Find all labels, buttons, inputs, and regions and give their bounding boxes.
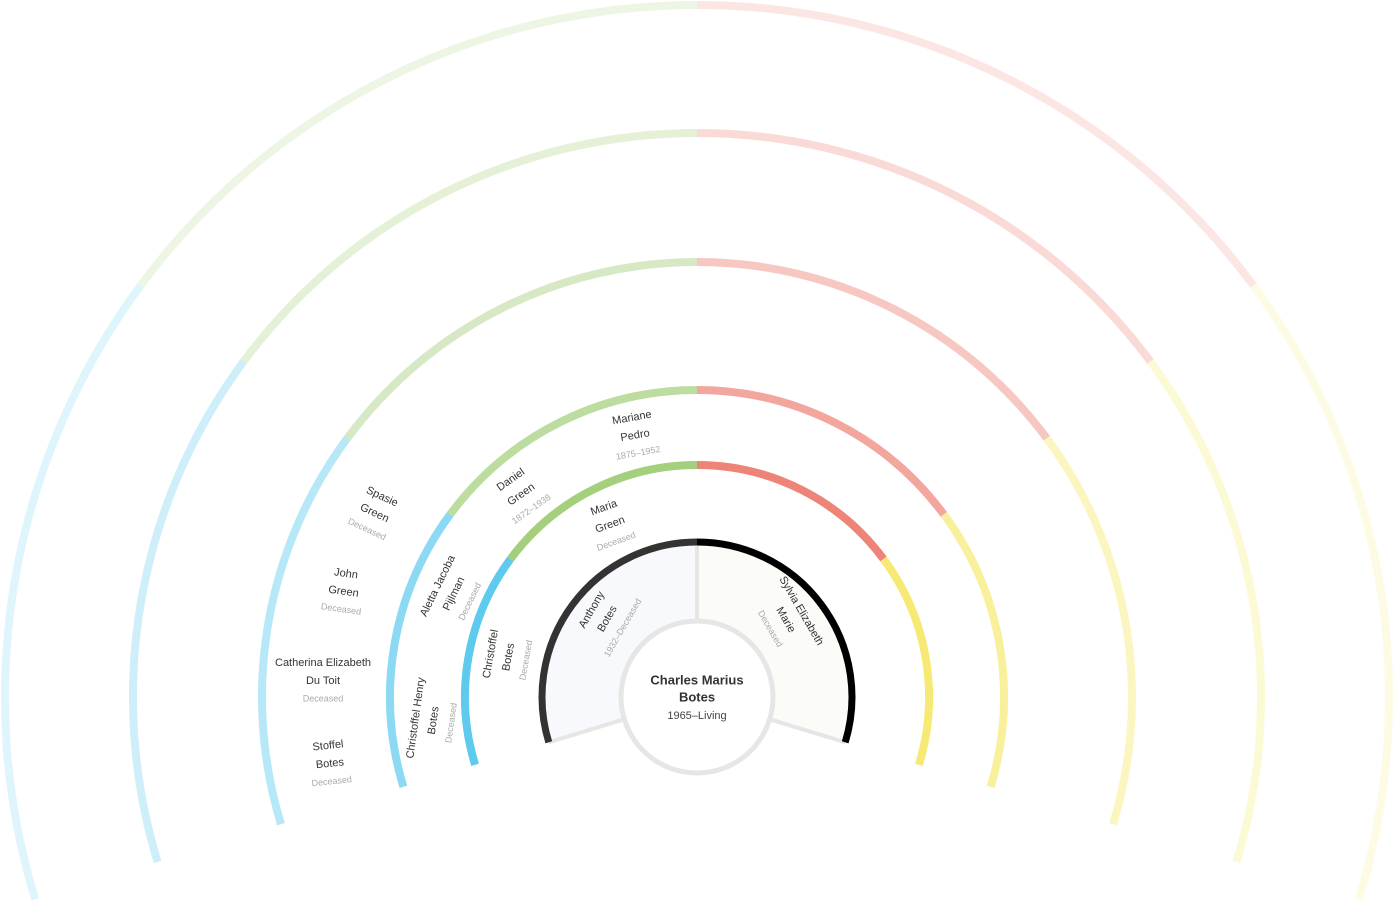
root-circle bbox=[618, 618, 776, 776]
person-label: Catherina Elizabeth Du Toit Deceased bbox=[275, 657, 371, 703]
person-label: Christoffel Botes Deceased bbox=[481, 629, 535, 681]
ancestor-arc bbox=[696, 258, 1050, 441]
person-dates: Deceased bbox=[443, 702, 459, 744]
person-name: Christoffel bbox=[481, 629, 501, 680]
ancestor-arc bbox=[461, 556, 514, 766]
ancestor-arc bbox=[1147, 359, 1265, 864]
person-name: Stoffel bbox=[312, 738, 344, 753]
person-label: Stoffel Botes Deceased bbox=[311, 738, 352, 788]
ancestor-arc bbox=[137, 1, 698, 288]
ancestor-arc bbox=[258, 435, 351, 826]
ancestor-arc bbox=[696, 129, 1154, 364]
ancestor-arc bbox=[880, 556, 933, 766]
parent-arc bbox=[538, 538, 698, 744]
person-name: Green bbox=[328, 584, 360, 600]
root-name: Botes bbox=[679, 689, 715, 704]
ancestor-arc bbox=[696, 461, 887, 562]
ancestor-arc bbox=[1250, 283, 1393, 901]
person-name: Catherina Elizabeth bbox=[275, 657, 371, 669]
root-dates: 1965–Living bbox=[667, 710, 726, 722]
person-name: Botes bbox=[315, 756, 345, 771]
person-name: Du Toit bbox=[306, 675, 340, 687]
ancestor-arc bbox=[344, 258, 698, 441]
ancestor-arc bbox=[1043, 435, 1136, 826]
ancestor-arc bbox=[507, 461, 698, 562]
ancestor-arc bbox=[940, 512, 1008, 788]
person-name: Pedro bbox=[620, 427, 651, 444]
person-name: Botes bbox=[500, 642, 517, 672]
person-dates: Deceased bbox=[517, 639, 534, 681]
parent-arc bbox=[696, 538, 856, 744]
ancestor-arc bbox=[696, 386, 948, 517]
spoke bbox=[771, 717, 846, 745]
person-name: John bbox=[333, 566, 358, 581]
root-name: Charles Marius bbox=[650, 672, 743, 687]
person-dates: Deceased bbox=[311, 774, 352, 788]
ancestor-arc bbox=[129, 359, 247, 864]
person-dates: Deceased bbox=[320, 601, 362, 617]
person-name: Mariane bbox=[611, 409, 652, 428]
ancestor-arc bbox=[240, 129, 698, 364]
person-dates: Deceased bbox=[303, 693, 344, 703]
person-name: Maria bbox=[589, 497, 620, 518]
person-name: Christoffel Henry bbox=[404, 676, 427, 759]
ancestor-arc bbox=[696, 1, 1257, 288]
person-name: Green bbox=[594, 514, 627, 536]
ancestor-arc bbox=[446, 386, 698, 517]
ancestor-arc bbox=[1, 283, 144, 901]
spoke bbox=[548, 717, 623, 745]
person-name: Botes bbox=[426, 705, 442, 735]
ancestor-arc bbox=[386, 512, 454, 788]
person-dates: 1875–1952 bbox=[615, 444, 661, 462]
